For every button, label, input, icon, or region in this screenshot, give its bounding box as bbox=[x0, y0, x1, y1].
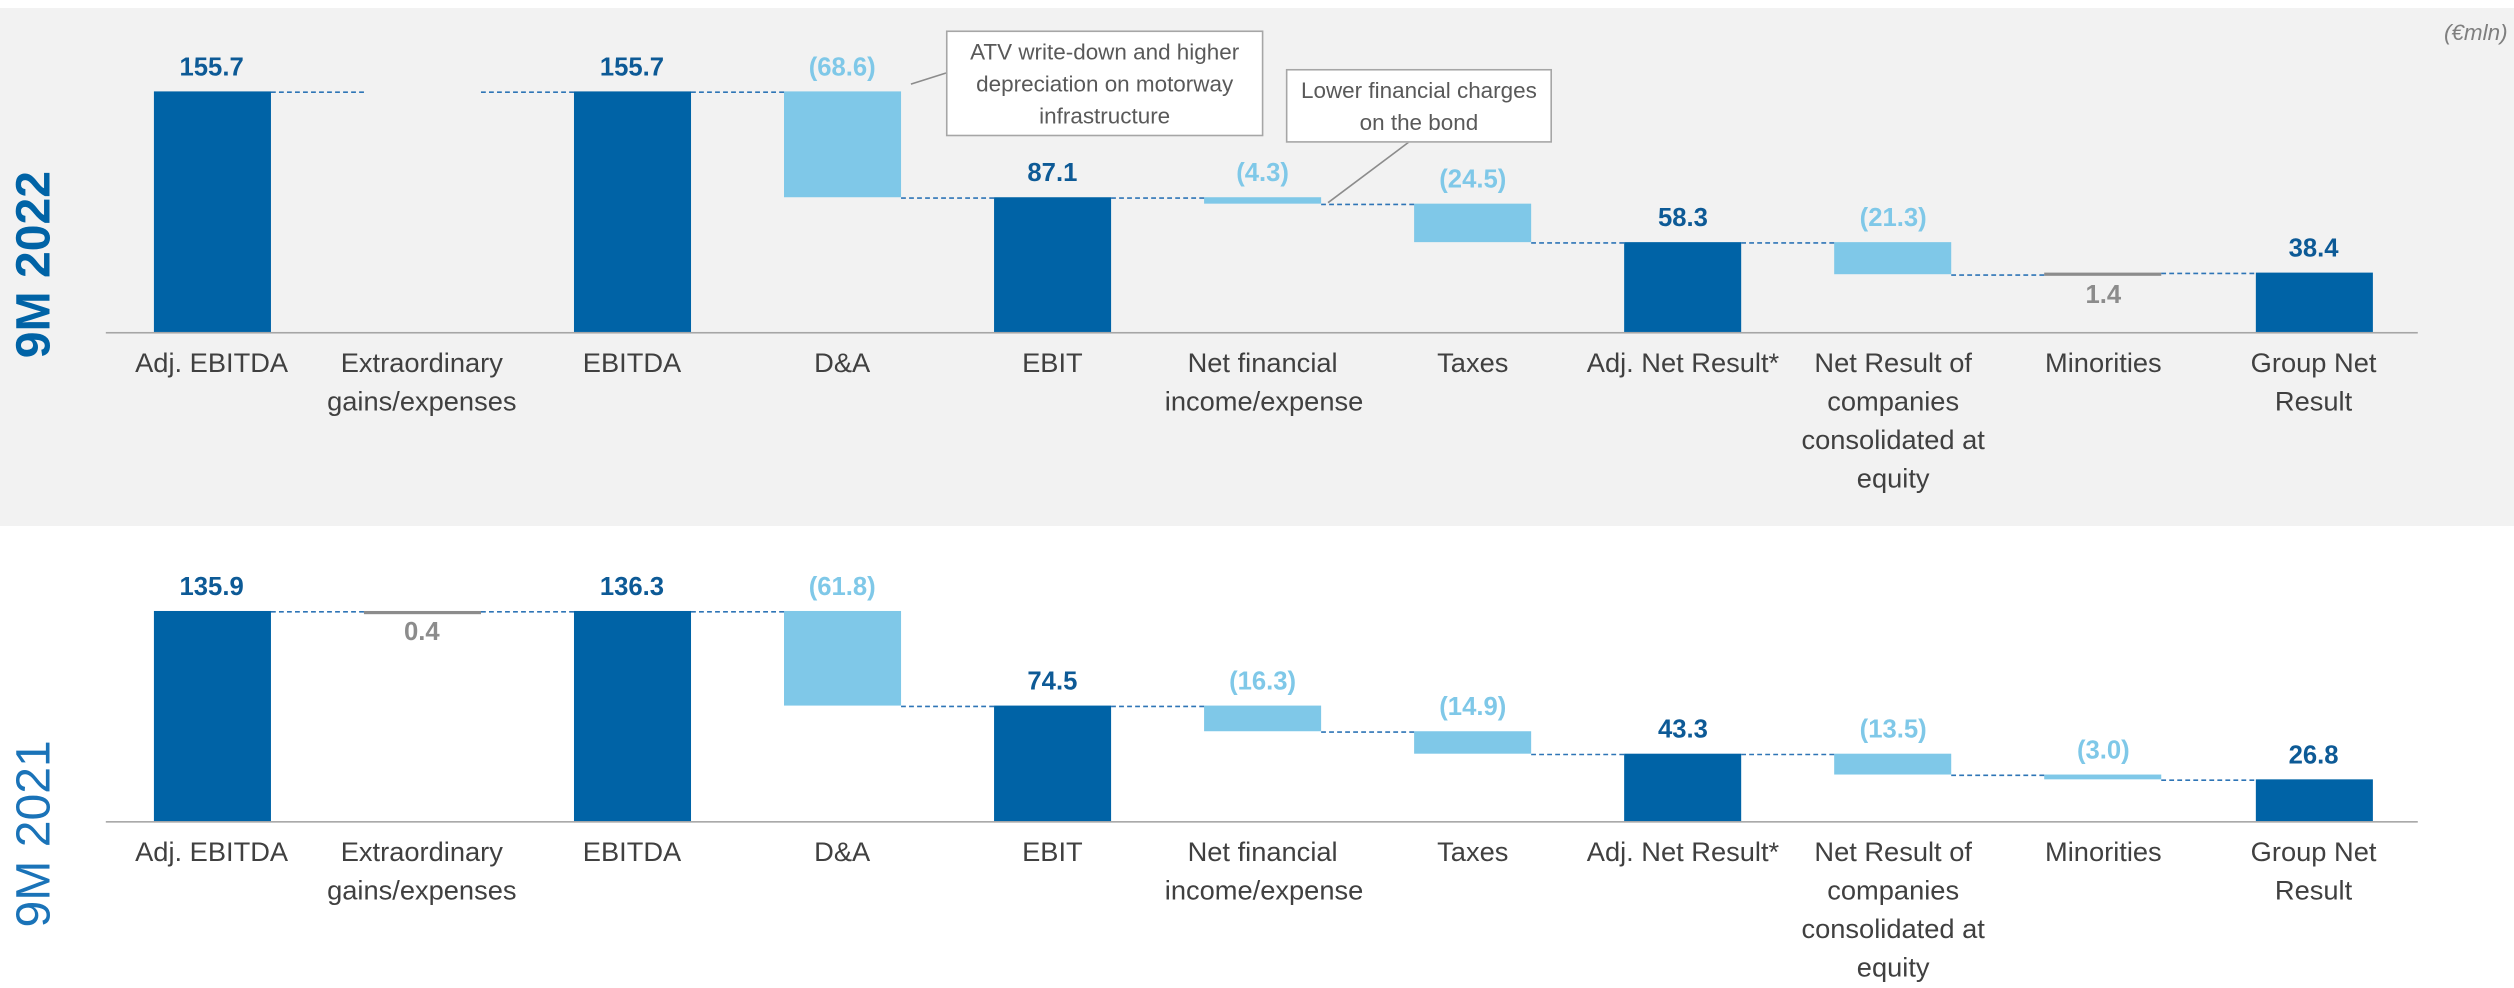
connector bbox=[480, 610, 574, 613]
row-title: 9M 2021 bbox=[8, 740, 61, 928]
value-label: (16.3) bbox=[1229, 669, 1297, 697]
bar bbox=[1624, 241, 1742, 332]
x-tick-label: Net Result of companies consolidated at … bbox=[1801, 347, 1985, 494]
connector bbox=[690, 610, 784, 613]
value-label: (4.3) bbox=[1236, 160, 1289, 188]
connector bbox=[900, 197, 994, 200]
value-label: 58.3 bbox=[1657, 205, 1708, 233]
connector bbox=[1741, 754, 1835, 756]
value-label: 1.4 bbox=[2085, 282, 2122, 311]
x-tick-label: Taxes bbox=[1437, 837, 1509, 868]
value-label: 26.8 bbox=[2288, 742, 2339, 771]
connector bbox=[1321, 204, 1415, 206]
x-tick-label: EBIT bbox=[1022, 837, 1083, 868]
connector bbox=[1110, 705, 1205, 708]
bar bbox=[1624, 754, 1742, 822]
value-label: (68.6) bbox=[808, 54, 876, 82]
x-tick-label: EBIT bbox=[1022, 347, 1083, 379]
bar bbox=[2044, 775, 2162, 780]
connector bbox=[2161, 272, 2256, 275]
x-tick-label: Adj. EBITDA bbox=[135, 837, 289, 868]
x-tick-label: Group Net Result bbox=[2250, 837, 2377, 907]
x-axis bbox=[105, 821, 2418, 823]
connector bbox=[900, 705, 994, 708]
x-tick-label: Taxes bbox=[1437, 347, 1509, 379]
x-tick-label: Minorities bbox=[2045, 347, 2162, 379]
bar bbox=[2044, 272, 2162, 276]
value-label: 135.9 bbox=[179, 574, 244, 602]
annotation: ATV write-down and higher depreciation o… bbox=[945, 30, 1264, 137]
value-label: 87.1 bbox=[1027, 160, 1078, 188]
bar bbox=[573, 610, 691, 822]
connector bbox=[270, 91, 364, 94]
bar bbox=[1414, 204, 1532, 242]
connector bbox=[1741, 241, 1835, 244]
x-tick-label: EBITDA bbox=[582, 837, 682, 868]
connector bbox=[1110, 197, 1205, 200]
bar bbox=[2255, 272, 2373, 332]
x-tick-label: Group Net Result bbox=[2250, 347, 2377, 417]
value-label: 74.5 bbox=[1027, 669, 1078, 697]
connector bbox=[1951, 274, 2045, 277]
x-axis bbox=[105, 331, 2418, 334]
x-tick-label: Minorities bbox=[2045, 837, 2162, 868]
bar bbox=[993, 705, 1111, 822]
x-tick-label: Adj. EBITDA bbox=[135, 347, 289, 379]
connector bbox=[480, 91, 574, 94]
bar bbox=[363, 610, 481, 614]
annotation: Lower financial charges on the bond bbox=[1285, 68, 1552, 143]
bar bbox=[153, 91, 271, 332]
row-title: 9M 2022 bbox=[8, 170, 61, 359]
x-tick-label: Adj. Net Result* bbox=[1586, 347, 1780, 379]
x-tick-label: Extraordinary gains/expenses bbox=[327, 837, 517, 907]
x-tick-label: D&A bbox=[814, 347, 871, 379]
x-tick-label: EBITDA bbox=[582, 347, 682, 379]
connector bbox=[690, 91, 784, 94]
bar bbox=[1414, 731, 1532, 755]
x-tick-label: Net financial income/expense bbox=[1164, 837, 1364, 907]
bar bbox=[2255, 779, 2373, 822]
bar bbox=[1204, 197, 1322, 205]
x-tick-label: Net financial income/expense bbox=[1164, 347, 1364, 417]
unit-label: (€mln) bbox=[2443, 19, 2508, 45]
bar bbox=[993, 197, 1111, 332]
value-label: (3.0) bbox=[2076, 738, 2130, 766]
value-label: 43.3 bbox=[1657, 717, 1708, 745]
bar bbox=[1834, 754, 1952, 776]
connector bbox=[1321, 731, 1415, 733]
x-tick-label: Extraordinary gains/expenses bbox=[327, 347, 517, 417]
value-label: (21.3) bbox=[1859, 205, 1927, 233]
connector bbox=[1531, 754, 1625, 756]
x-tick-label: Net Result of companies consolidated at … bbox=[1801, 837, 1985, 984]
bar bbox=[1204, 705, 1322, 732]
connector bbox=[270, 611, 364, 613]
bar bbox=[783, 91, 901, 198]
value-label: (13.5) bbox=[1859, 717, 1927, 745]
bar bbox=[573, 91, 691, 332]
x-tick-label: Adj. Net Result* bbox=[1586, 837, 1780, 868]
value-label: 0.4 bbox=[403, 619, 440, 647]
value-label: 155.7 bbox=[599, 54, 665, 82]
value-label: (14.9) bbox=[1439, 694, 1507, 722]
connector bbox=[1951, 775, 2045, 777]
bar bbox=[1834, 241, 1952, 275]
bar bbox=[153, 611, 271, 822]
value-label: (61.8) bbox=[808, 573, 876, 601]
connector bbox=[1531, 241, 1625, 244]
connector bbox=[2161, 779, 2256, 782]
bar bbox=[783, 610, 901, 706]
value-label: 155.7 bbox=[179, 54, 244, 82]
x-tick-label: D&A bbox=[814, 837, 871, 868]
value-label: (24.5) bbox=[1439, 167, 1507, 195]
value-label: 136.3 bbox=[599, 573, 665, 601]
value-label: 38.4 bbox=[2288, 235, 2339, 264]
